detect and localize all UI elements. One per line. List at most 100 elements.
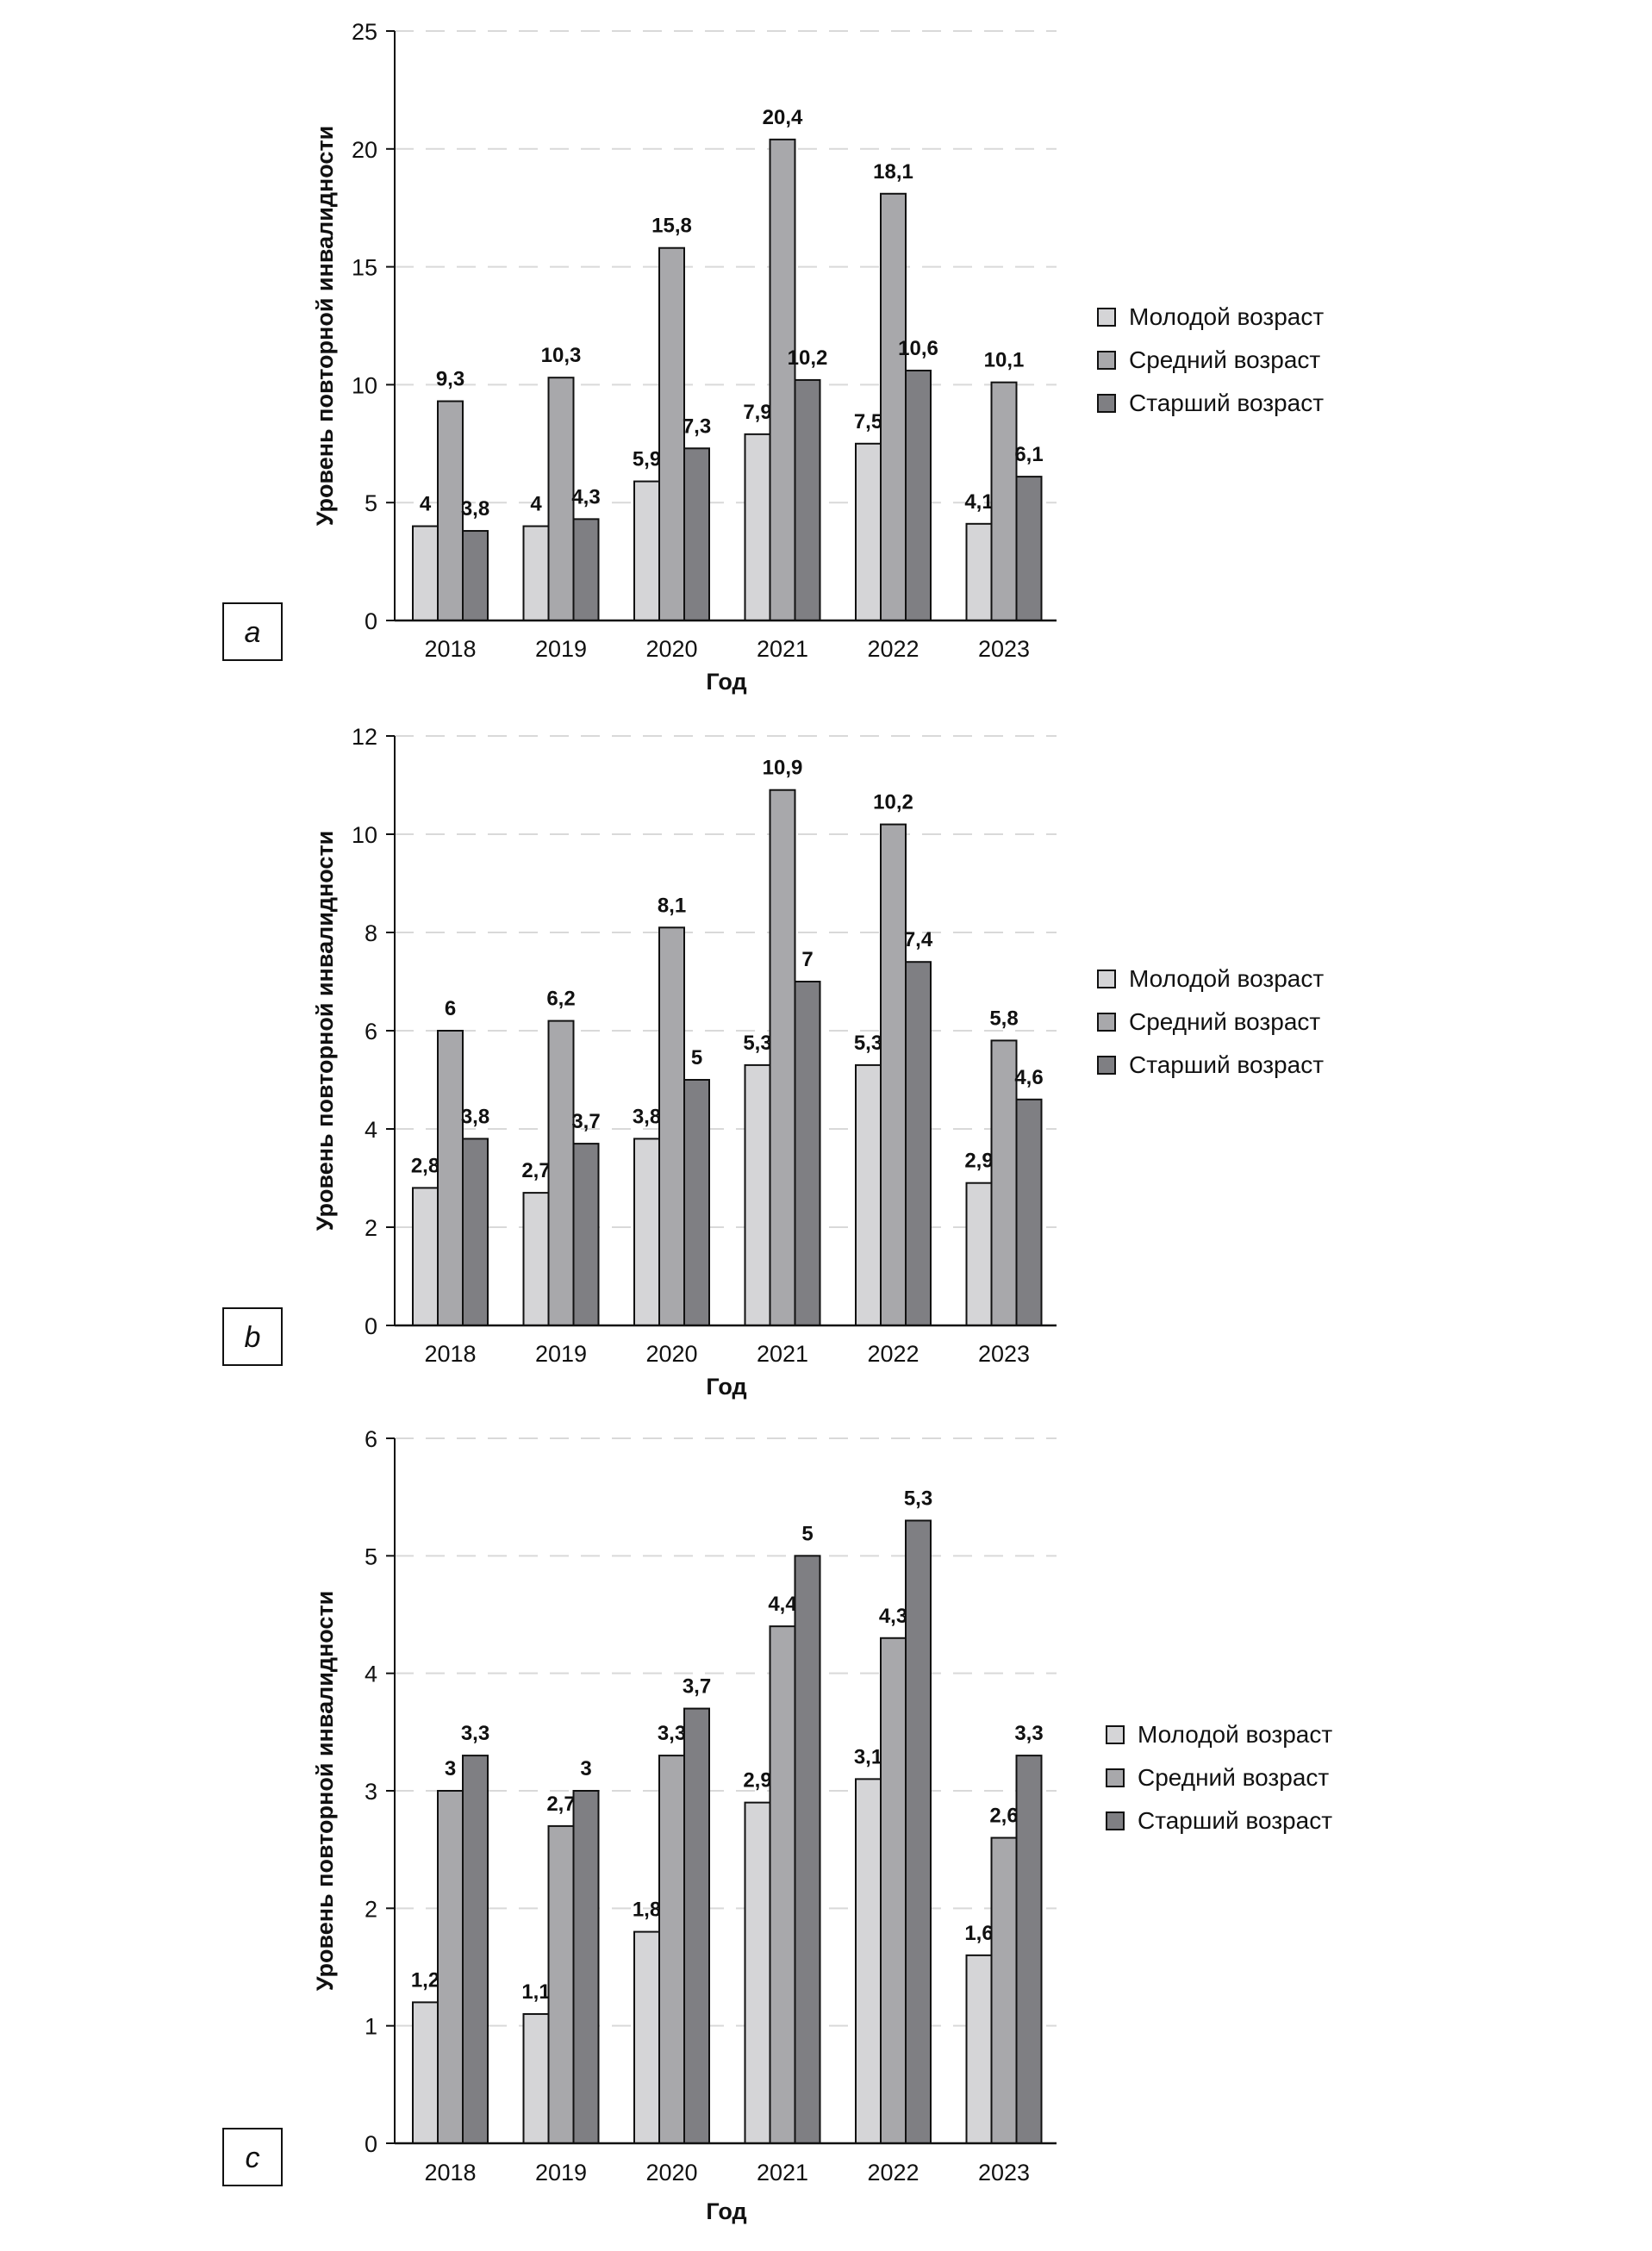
data-label: 3: [445, 1757, 456, 1780]
panel-label-box: [222, 1307, 283, 1366]
legend-swatch: [1097, 351, 1116, 370]
x-tick-label: 2021: [757, 636, 808, 662]
legend-swatch: [1097, 394, 1116, 413]
data-label: 2,6: [989, 1805, 1018, 1828]
data-label: 5: [691, 1046, 702, 1069]
data-label: 7,4: [904, 928, 933, 951]
bar-a-2020-1: [658, 246, 685, 621]
data-label: 6: [445, 997, 456, 1020]
bar-c-2018-0: [412, 2001, 439, 2144]
legend-label: Средний возраст: [1138, 1764, 1329, 1791]
data-label: 10,2: [788, 346, 828, 370]
x-tick-label: 2021: [757, 1341, 808, 1367]
bar-c-2023-1: [990, 1836, 1018, 2145]
bar-c-2022-1: [880, 1637, 907, 2145]
y-tick-label: 3: [365, 1779, 377, 1805]
data-label: 9,3: [436, 368, 464, 391]
data-label: 5,3: [854, 1032, 882, 1055]
bar-c-2023-2: [1015, 1755, 1043, 2144]
data-label: 7,3: [683, 415, 711, 438]
x-tick-label: 2022: [867, 1341, 919, 1367]
legend-label: Молодой возраст: [1129, 303, 1324, 330]
y-tick-label: 5: [365, 1543, 377, 1569]
data-label: 4,1: [964, 490, 993, 514]
chart-c: 01234561,233,320181,12,7320191,83,33,720…: [222, 1426, 1332, 2224]
y-tick-label: 1: [365, 2014, 377, 2040]
legend-swatch: [1097, 970, 1116, 988]
y-axis-title: Уровень повторной инвалидности: [312, 126, 338, 527]
bar-c-2021-1: [769, 1625, 796, 2144]
y-tick-label: 0: [365, 2131, 377, 2157]
bar-c-2018-2: [462, 1755, 489, 2144]
legend-label: Средний возраст: [1129, 346, 1320, 373]
data-label: 2,7: [521, 1159, 550, 1182]
y-tick-label: 2: [365, 1215, 377, 1241]
bar-c-2019-0: [522, 2013, 550, 2145]
data-label: 10,3: [541, 344, 582, 367]
data-label: 10,2: [873, 791, 913, 814]
data-label: 4: [530, 493, 542, 516]
data-label: 3,3: [461, 1722, 489, 1745]
bar-b-2022-2: [905, 961, 932, 1326]
x-tick-label: 2020: [645, 1341, 697, 1367]
x-tick-label: 2023: [978, 2160, 1030, 2186]
bar-c-2022-0: [855, 1778, 882, 2145]
data-label: 1,1: [521, 1980, 550, 2004]
y-tick-label: 10: [352, 372, 377, 398]
data-label: 3,7: [571, 1110, 600, 1133]
data-label: 6,1: [1014, 443, 1043, 466]
y-tick-label: 15: [352, 255, 377, 281]
bar-b-2018-2: [462, 1138, 489, 1327]
data-label: 3,3: [1014, 1722, 1043, 1745]
y-tick-label: 12: [352, 724, 377, 750]
data-label: 3: [580, 1757, 591, 1780]
y-tick-label: 4: [365, 1117, 377, 1143]
data-label: 5,9: [633, 448, 661, 471]
x-tick-label: 2018: [424, 636, 476, 662]
legend-label: Молодой возраст: [1129, 965, 1324, 992]
legend-swatch: [1106, 1768, 1125, 1787]
bar-a-2022-1: [880, 192, 907, 621]
bar-a-2019-0: [522, 525, 550, 621]
x-tick-label: 2019: [535, 2160, 587, 2186]
bar-b-2018-1: [437, 1030, 464, 1326]
legend-label: Молодой возраст: [1138, 1721, 1332, 1748]
x-tick-label: 2023: [978, 1341, 1030, 1367]
data-label: 10,9: [763, 757, 803, 780]
x-axis-title: Год: [706, 2198, 746, 2224]
bar-c-2023-0: [965, 1954, 993, 2145]
bar-a-2020-2: [683, 447, 710, 621]
data-label: 3,1: [854, 1745, 882, 1768]
x-tick-label: 2023: [978, 636, 1030, 662]
x-tick-label: 2019: [535, 636, 587, 662]
chart-b: 0 2 4 6 8 10 12 2,8 6 3,8 2018 2,7 6,2 3,7 2019 3,8 8,1 5…: [222, 724, 1324, 1400]
legend-label: Средний возраст: [1129, 1008, 1320, 1035]
data-label: 20,4: [763, 106, 803, 129]
bar-b-2020-2: [683, 1079, 710, 1326]
data-label: 2,9: [743, 1769, 771, 1793]
bar-b-2022-1: [880, 823, 907, 1326]
bar-c-2020-1: [658, 1755, 685, 2144]
y-axis-title: Уровень повторной инвалидности: [312, 831, 338, 1232]
bar-b-2020-0: [633, 1138, 660, 1327]
data-label: 7,9: [743, 401, 771, 424]
data-label: 2,7: [546, 1793, 575, 1816]
legend-label: Старший возраст: [1138, 1807, 1332, 1834]
bar-a-2022-0: [855, 442, 882, 621]
bar-b-2022-0: [855, 1063, 882, 1327]
bar-b-2021-0: [744, 1063, 771, 1327]
bar-a-2021-1: [769, 138, 796, 621]
bar-b-2023-0: [965, 1182, 993, 1326]
bar-c-2022-2: [905, 1519, 932, 2144]
bar-b-2020-1: [658, 926, 685, 1327]
y-axis-title: Уровень повторной инвалидности: [312, 1591, 338, 1992]
panel-label-box: [222, 602, 283, 661]
bar-b-2023-1: [990, 1039, 1018, 1327]
bar-c-2020-0: [633, 1930, 660, 2145]
data-label: 1,8: [633, 1899, 661, 1922]
panel-label-box: [222, 2128, 283, 2186]
panel-label: b: [245, 1321, 261, 1354]
data-label: 5,8: [989, 1007, 1018, 1030]
x-axis-title: Год: [706, 1374, 746, 1400]
